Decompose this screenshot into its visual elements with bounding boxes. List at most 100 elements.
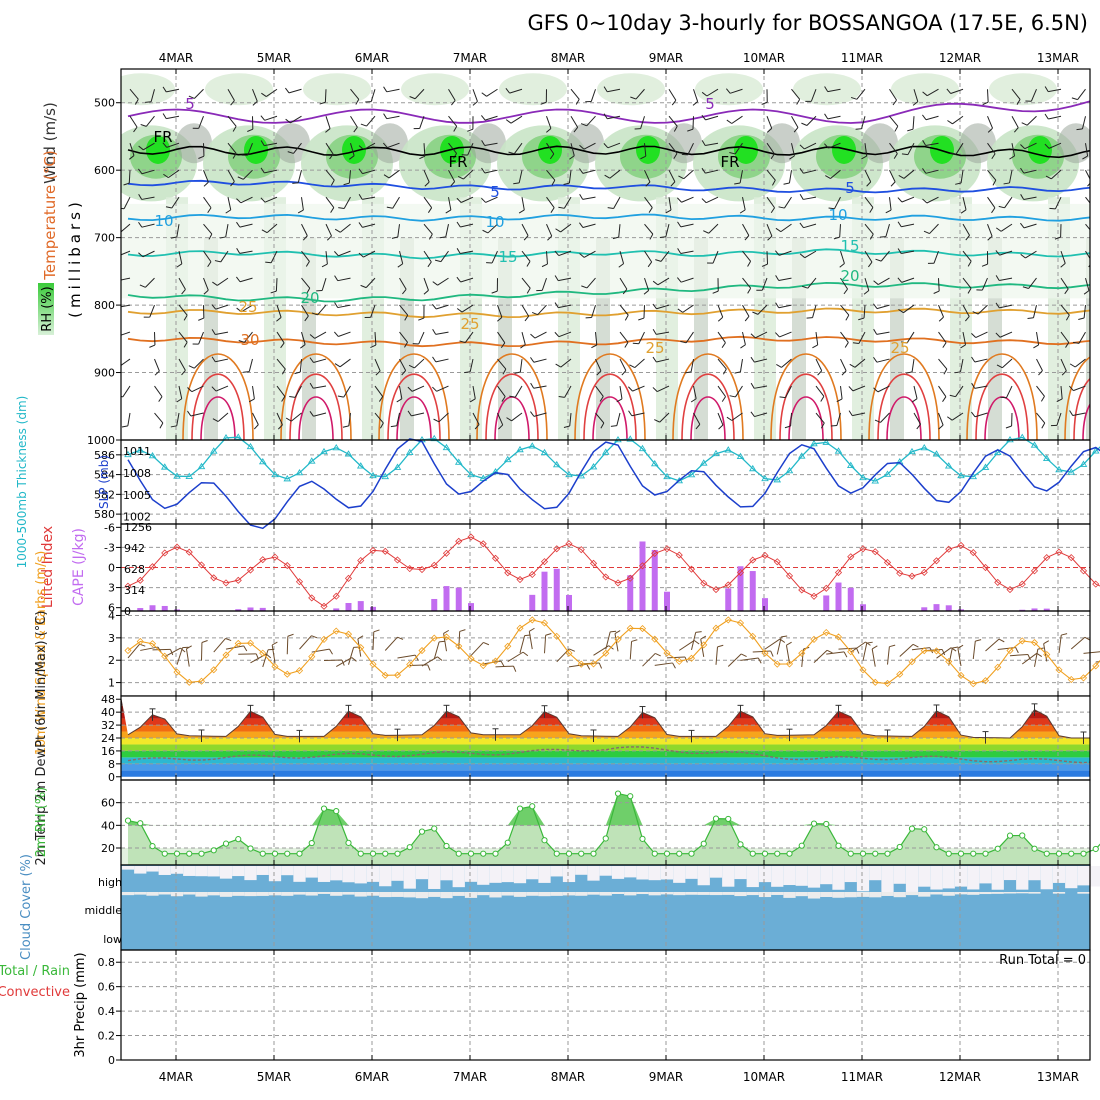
cloud-gap (893, 892, 906, 898)
temp-label: 24 (101, 732, 115, 745)
wind-barb (304, 315, 309, 322)
wind-barb (779, 396, 786, 399)
wind-barb (579, 168, 584, 174)
wind-barb (854, 358, 866, 368)
cloud-gap (268, 892, 282, 896)
wind-barb (472, 89, 478, 102)
cloud-gap (317, 892, 331, 894)
wind-barb (828, 142, 841, 149)
rh-2m-marker (921, 826, 928, 833)
rh-2m-marker (994, 845, 1001, 852)
wind-barb (901, 277, 915, 283)
wind-barb (1068, 385, 1074, 391)
wind-barb (830, 169, 841, 179)
wind-barb (203, 277, 209, 291)
surface-barb (201, 640, 208, 643)
wind-barb (999, 250, 1013, 256)
wind-speed-marker (185, 678, 193, 686)
wind-barb (962, 223, 970, 236)
wind-barb (901, 196, 915, 203)
cloud-gap (709, 866, 723, 878)
wind-barb (747, 287, 752, 294)
cloud-gap (244, 892, 257, 897)
wind-barb (276, 304, 282, 318)
lifted-marker (749, 556, 757, 564)
date-label-bottom: 8MAR (551, 1070, 586, 1084)
thickness-marker (246, 442, 255, 450)
wind-barb (873, 280, 879, 285)
contour-label: 25 (890, 339, 909, 357)
wind-barb (603, 86, 608, 92)
thickness-marker (785, 466, 794, 474)
wind-barb (260, 167, 265, 174)
wind-barb (290, 115, 302, 124)
cloud-gap (219, 866, 233, 879)
wind-barb (227, 169, 235, 182)
surface-barb (764, 638, 781, 650)
wind-barb (840, 331, 849, 343)
wind-barb (652, 303, 657, 310)
cloud-gap (820, 892, 833, 898)
wind-barb (843, 288, 848, 295)
wind-barb (276, 412, 283, 426)
cloud-gap (489, 892, 502, 898)
rh-blob-core (734, 135, 758, 164)
wind-barb (114, 363, 119, 366)
wind-barb (929, 223, 939, 234)
thickness-marker (197, 462, 206, 470)
lifted-marker (638, 562, 647, 570)
surface-barb (1027, 654, 1031, 661)
wind-barb (996, 227, 1002, 232)
wind-barb (240, 196, 253, 204)
wind-barb (807, 277, 817, 289)
wind-barb (1025, 250, 1037, 259)
wind-barb (294, 385, 302, 398)
lifted-marker (185, 548, 193, 556)
wind-barb (484, 115, 498, 121)
wind-barb (632, 385, 645, 392)
lifted-marker (712, 586, 720, 594)
wind-barb (1011, 115, 1019, 128)
wind-speed-marker (687, 654, 696, 662)
surface-barb (348, 647, 355, 665)
wind-barb (138, 221, 143, 228)
wind-barb (145, 115, 155, 127)
wind-barb (358, 194, 363, 200)
wind-barb (407, 410, 412, 417)
wind-barb (1036, 358, 1043, 371)
wind-barb (313, 385, 327, 389)
thickness-marker (883, 470, 892, 477)
wind-barb (631, 412, 645, 417)
cloud-gap (219, 892, 233, 897)
wind-barb (563, 182, 570, 185)
thickness-marker (859, 473, 867, 481)
wind-barb (301, 331, 306, 345)
wind-barb (863, 305, 866, 319)
wind-barb (864, 196, 874, 208)
thickness-marker (442, 443, 451, 451)
lifted-marker (553, 545, 561, 553)
cloud-gap (869, 866, 882, 881)
rh-2m-marker (970, 850, 977, 857)
wind-barb (365, 277, 376, 288)
wind-barb (717, 412, 724, 426)
wind-barb (652, 328, 657, 335)
wind-barb (897, 248, 902, 254)
wind-barb (533, 385, 547, 389)
wind-barb (619, 277, 628, 290)
thickness-marker (834, 447, 843, 454)
cloud-gap (795, 892, 808, 897)
lifted-marker (1092, 580, 1100, 588)
surface-barb (998, 638, 1005, 643)
cloud-gap (403, 866, 416, 889)
wind-barb (533, 412, 547, 417)
wind-barb (569, 155, 575, 160)
wind-barb (897, 277, 903, 283)
wind-barb (397, 263, 404, 268)
wind-speed-marker (834, 633, 843, 641)
wind-barb (848, 386, 854, 392)
cloud-gap (256, 892, 269, 896)
contour-line (127, 145, 1090, 159)
thickness-marker (491, 467, 500, 475)
wind-barb (621, 370, 627, 376)
